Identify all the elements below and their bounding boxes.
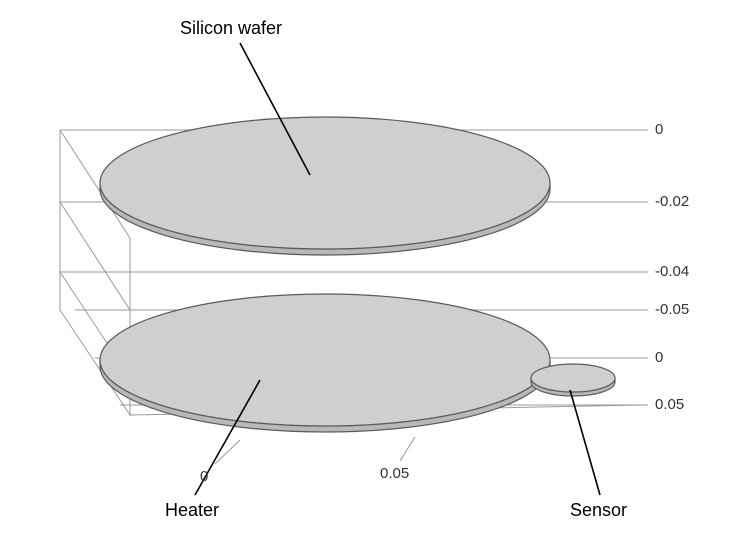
scene-3d <box>0 0 747 543</box>
x-tick-label: 0.05 <box>380 465 409 482</box>
label-silicon-wafer: Silicon wafer <box>180 18 282 39</box>
wafer-disc-top <box>100 117 550 249</box>
z-tick-label: 0 <box>655 121 663 138</box>
z-tick-label: -0.02 <box>655 193 689 210</box>
heater-disc-top <box>100 294 550 426</box>
label-sensor: Sensor <box>570 500 627 521</box>
x-tick-label: 0 <box>200 468 208 485</box>
y-tick-label: -0.05 <box>655 301 689 318</box>
z-tick-label: -0.04 <box>655 263 689 280</box>
sensor-disc-top <box>531 364 615 392</box>
y-tick-label: 0.05 <box>655 396 684 413</box>
y-tick-label: 0 <box>655 349 663 366</box>
label-heater: Heater <box>165 500 219 521</box>
